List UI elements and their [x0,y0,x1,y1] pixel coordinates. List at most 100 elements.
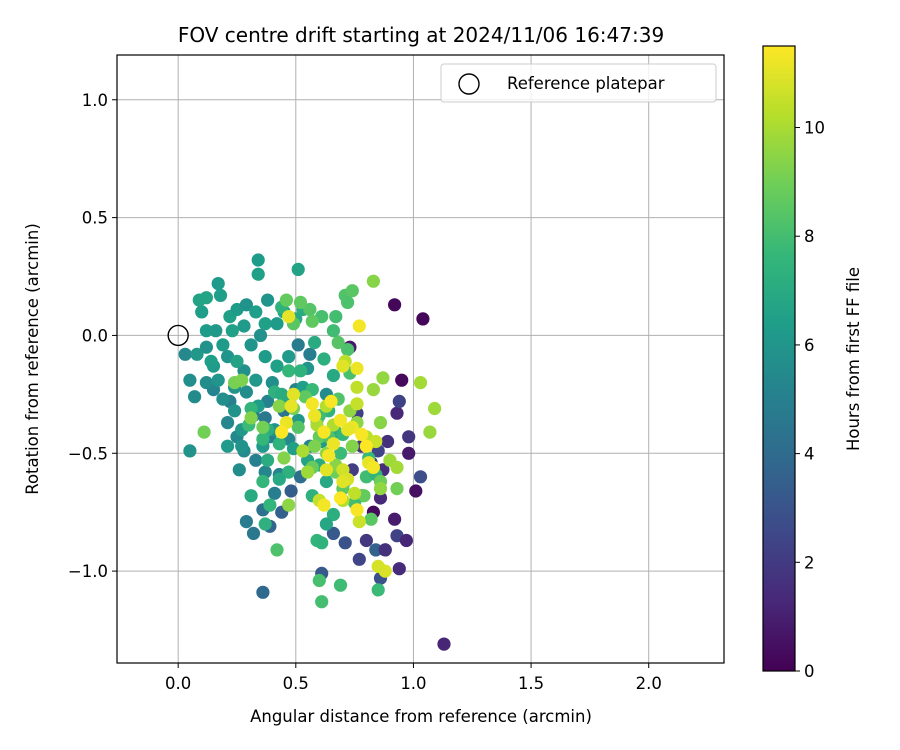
data-point [282,465,296,479]
data-point [390,460,404,474]
data-point [249,453,263,467]
y-tick-label: −1.0 [68,562,108,581]
data-point [256,432,270,446]
data-point [282,350,296,364]
data-point [352,552,366,566]
data-point [275,387,289,401]
data-point [178,347,192,361]
data-point [211,373,225,387]
data-point [331,335,345,350]
data-point [390,406,404,420]
y-tick-label: 0.0 [82,326,108,345]
data-point [258,350,272,364]
grid [117,55,724,663]
data-point [345,284,359,298]
data-point [251,267,265,281]
data-point [204,354,218,368]
data-point [291,338,305,352]
data-point [244,401,258,416]
legend-entry-label: Reference platepar [507,74,665,93]
data-point [326,526,340,541]
data-point [345,439,359,453]
data-point [341,343,355,357]
data-point [322,449,336,463]
data-point [376,371,390,385]
data-point [256,474,270,489]
colorbar-ticks: 0 2 4 6 8 10 [795,119,825,681]
data-point [235,439,249,453]
colorbar-frame [762,45,796,672]
data-point [270,317,284,331]
data-point [303,302,317,317]
x-tick-label: 1.0 [400,674,426,693]
data-point [230,354,244,368]
data-point [268,486,282,500]
data-point [197,425,211,439]
data-point [190,347,204,361]
data-point [390,482,404,496]
data-point [373,482,388,496]
data-point [284,399,298,413]
data-point [256,420,270,434]
data-point [270,359,284,373]
data-point [211,277,225,291]
data-point [270,543,284,557]
data-point [272,472,286,486]
data-point [296,444,310,458]
data-point [261,293,275,307]
data-point [239,515,253,529]
data-point [437,637,451,651]
data-point [371,583,385,597]
colorbar: 0 2 4 6 8 10 Hours from first FF file [762,45,863,681]
data-point [258,317,272,331]
data-point [263,498,277,512]
data-point [305,397,319,411]
x-tick-label: 0.0 [165,674,191,693]
colorbar-tick-label: 10 [804,119,825,138]
data-point [199,291,213,305]
data-point [416,312,430,326]
data-point [329,310,343,324]
data-point [249,373,263,387]
data-point [326,507,340,522]
data-point [364,512,378,526]
data-point [350,503,364,517]
data-point [336,474,350,489]
data-point [333,446,348,460]
data-point [348,486,362,500]
data-point [428,401,442,416]
y-tick-label: −0.5 [68,444,108,463]
data-point [258,517,272,531]
data-point [373,416,388,430]
data-point [388,298,402,312]
colorbar-tick-label: 2 [804,553,815,572]
data-point [312,573,326,588]
data-point [388,512,402,526]
y-tick-label: 0.5 [82,209,108,228]
data-point [293,295,308,309]
reference-platepar-marker [167,324,189,347]
legend-box [440,63,717,103]
colorbar-tick-label: 6 [804,336,815,355]
data-point [324,394,338,408]
data-point [199,376,213,390]
data-point [371,559,385,574]
data-point [319,463,333,477]
data-point [284,484,298,498]
data-point [333,491,348,505]
data-point [315,536,329,550]
legend-reference-marker [458,73,480,95]
x-axis-ticks: 0.0 0.5 1.0 1.5 2.0 [165,663,662,693]
data-point [308,439,322,453]
data-point [378,543,392,557]
x-axis-label: Angular distance from reference (arcmin) [250,707,592,726]
data-point [341,295,355,309]
x-tick-label: 0.5 [283,674,309,693]
data-point [221,416,235,430]
data-point [199,324,213,338]
data-point [333,413,348,427]
data-point [275,425,289,439]
data-point [253,328,268,342]
x-tick-label: 1.5 [518,674,544,693]
y-tick-label: 1.0 [82,91,108,110]
